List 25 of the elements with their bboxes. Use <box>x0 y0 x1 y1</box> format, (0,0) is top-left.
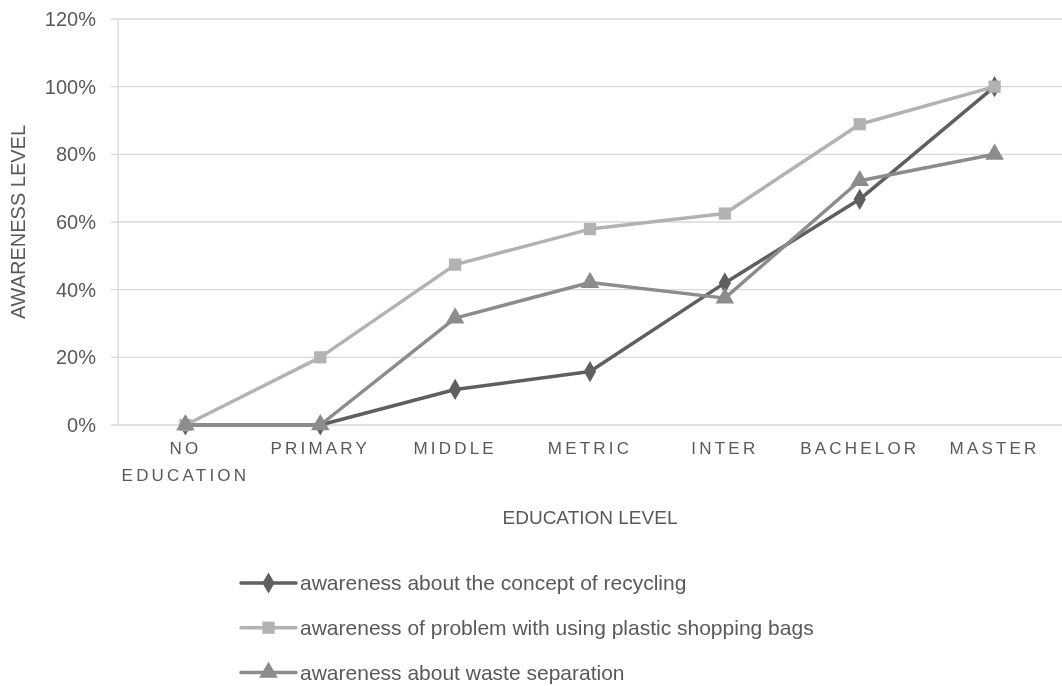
point <box>583 222 597 236</box>
y-tick-label: 0% <box>67 413 97 436</box>
y-tick-label: 120% <box>44 7 97 30</box>
point <box>853 118 866 131</box>
point <box>314 351 327 364</box>
point <box>449 258 462 271</box>
x-axis-title: EDUCATION LEVEL <box>502 507 678 528</box>
y-tick-label: 80% <box>55 143 97 166</box>
x-tick-label: MIDDLE <box>413 439 497 459</box>
y-tick-label: 100% <box>44 75 97 98</box>
x-tick-label: INTER <box>691 439 759 459</box>
point <box>988 80 1001 93</box>
legend-label: awareness about waste separation <box>300 660 625 684</box>
y-tick-label: 60% <box>55 210 97 233</box>
x-tick-label: PRIMARY <box>270 439 371 459</box>
y-tick-label: 20% <box>55 346 97 369</box>
x-tick-label: NO EDUCATION <box>121 439 250 486</box>
x-tick-label: MASTER <box>949 439 1040 459</box>
y-tick-label: 40% <box>55 278 97 301</box>
legend-label: awareness about the concept of recycling <box>300 571 687 595</box>
x-tick-label: BACHELOR <box>800 439 920 459</box>
point <box>718 207 731 220</box>
legend-label: awareness of problem with using plastic shopping bags <box>300 616 814 640</box>
x-tick-label: METRIC <box>547 439 633 459</box>
y-axis-title: AWARENESS LEVEL <box>7 124 29 320</box>
